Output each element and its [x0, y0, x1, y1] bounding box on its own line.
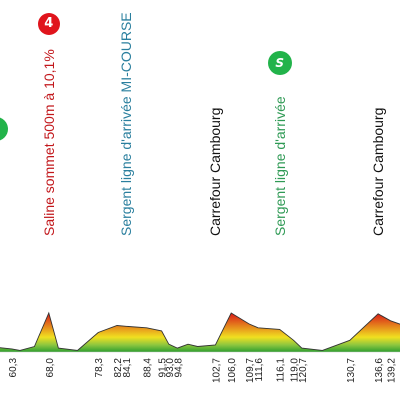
sprint-badge: S — [0, 117, 8, 141]
waypoint-label: Saline sommet 500m à 10,1% — [40, 49, 57, 236]
x-tick-label: 109,7 — [245, 358, 256, 383]
waypoint-label: Sergent ligne d'arrivée — [271, 96, 288, 236]
profile-area — [0, 313, 400, 352]
x-tick-labels: 60,3 68,0 78,3 82,284,1 88,4 91,593,094,8 102,… — [8, 358, 398, 383]
waypoint-label: Carrefour Cambourg — [370, 107, 387, 236]
x-tick-label: 116,1 — [276, 358, 287, 383]
waypoint-label: Sergent ligne d'arrivée MI-COURSE — [118, 12, 135, 236]
x-tick-label: 84,1 — [122, 358, 133, 378]
x-tick-label: 60,3 — [8, 358, 19, 378]
x-tick-label: 139,2 — [387, 358, 398, 383]
x-tick-label: 82,2 — [113, 358, 124, 378]
x-tick-label: 94,8 — [173, 358, 184, 378]
profile-layer — [0, 311, 400, 353]
x-tick-label: 130,7 — [346, 358, 357, 383]
x-tick-label: 102,7 — [211, 358, 222, 383]
x-tick-label: 111,6 — [254, 358, 265, 382]
x-tick-label: 68,0 — [45, 358, 56, 378]
x-tick-label: 106,0 — [227, 358, 238, 383]
x-tick-label: 136,6 — [374, 358, 385, 383]
x-tick-label: 78,3 — [94, 358, 105, 378]
x-tick-label: 91,5 — [158, 358, 169, 378]
x-tick-label: 93,0 — [165, 358, 176, 378]
waypoint-label: Carrefour Cambourg — [207, 107, 224, 236]
sprint-badge: S — [267, 51, 292, 75]
profile-line — [0, 311, 400, 351]
kom-category-badge: 4 — [37, 13, 60, 35]
x-tick-label: 120,7 — [298, 358, 309, 383]
x-tick-label: 119,0 — [290, 358, 301, 383]
x-tick-label: 88,4 — [143, 358, 154, 378]
